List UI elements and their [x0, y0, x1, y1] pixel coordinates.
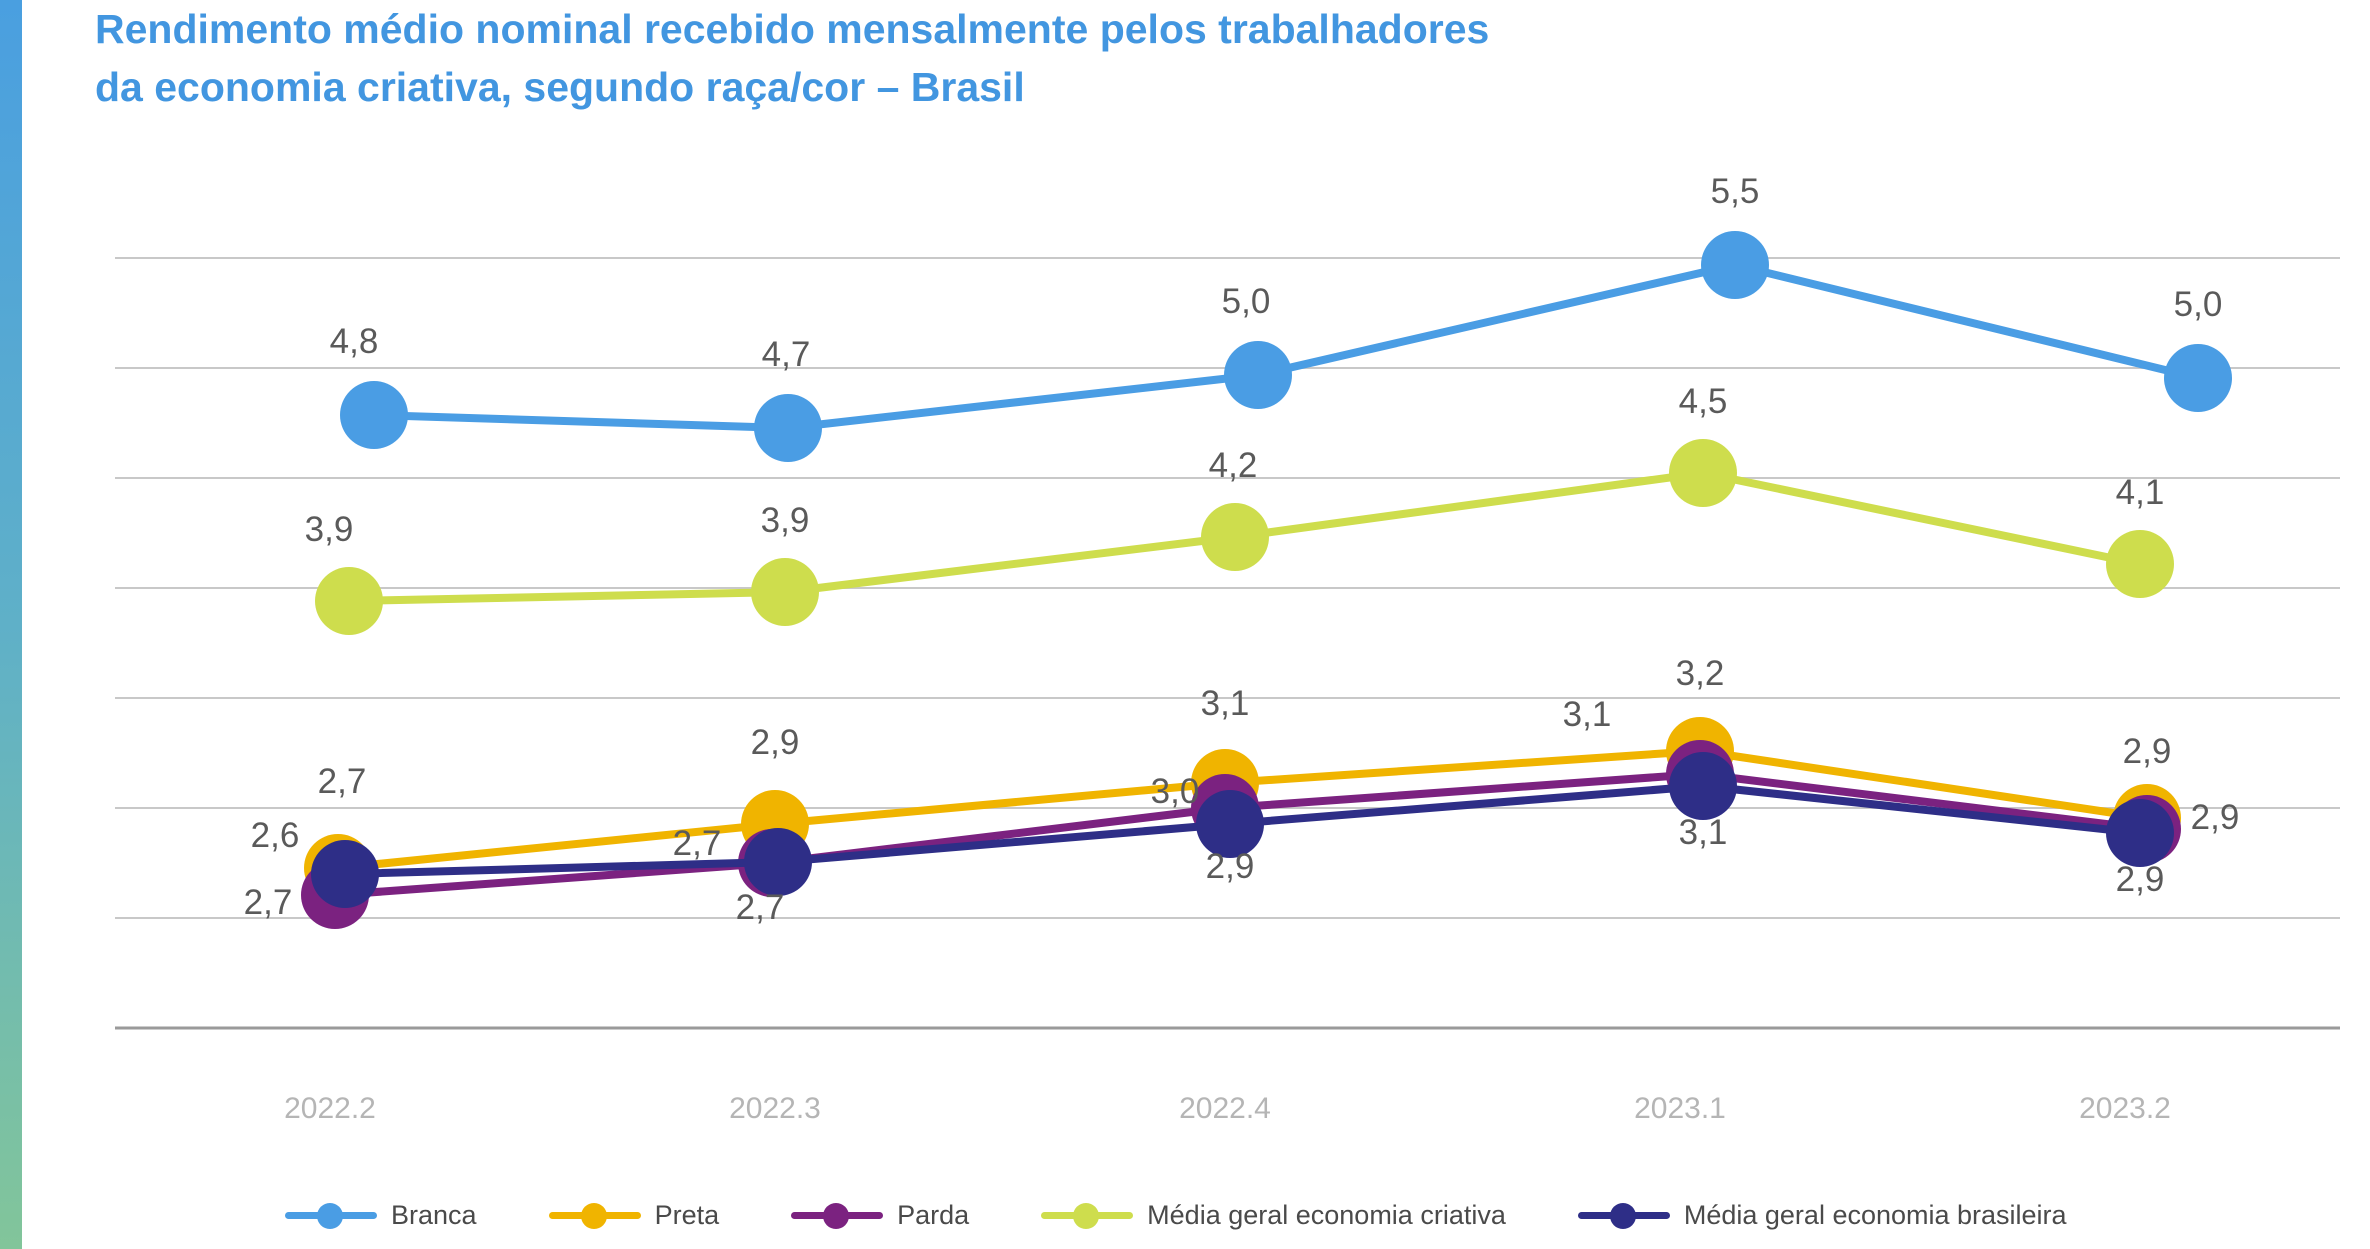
side-accent-bar	[0, 0, 22, 1249]
legend-label: Média geral economia brasileira	[1683, 1199, 2067, 1230]
data-label: 2,7	[673, 824, 722, 863]
data-label: 3,1	[1563, 695, 1612, 734]
data-point	[2106, 799, 2174, 867]
data-point	[2106, 530, 2174, 598]
data-label: 2,9	[1206, 847, 1255, 886]
data-point	[1196, 790, 1264, 858]
chart-title: Rendimento médio nominal recebido mensal…	[95, 0, 1995, 116]
data-label: 2,9	[2191, 798, 2240, 837]
data-label: 2,6	[251, 816, 300, 855]
data-label: 5,5	[1711, 172, 1760, 211]
data-point	[754, 394, 822, 462]
series-m-dia-geral-economia-brasileira: 2,7 2,7 2,9 3,1 2,9	[244, 752, 2174, 927]
legend-item: Média geral economia criativa	[1041, 1200, 1506, 1231]
legend-label: Branca	[391, 1199, 477, 1230]
x-axis-ticks: 2022.2 2022.3 2022.4 2023.1 2023.2	[284, 1092, 2171, 1125]
data-point	[2164, 344, 2232, 412]
data-point	[315, 567, 383, 635]
data-label: 2,9	[751, 723, 800, 762]
data-point	[744, 828, 812, 896]
data-label: 3,1	[1679, 813, 1728, 852]
legend-swatch	[1577, 1203, 1670, 1229]
series-m-dia-geral-economia-criativa: 3,9 3,9 4,2 4,5 4,1	[305, 382, 2174, 635]
series-branca: 4,8 4,7 5,0 5,5 5,0	[330, 172, 2232, 462]
chart-title-line-2: da economia criativa, segundo raça/cor –…	[95, 64, 1025, 110]
legend-item: Parda	[791, 1200, 969, 1231]
data-label: 5,0	[1222, 282, 1271, 321]
x-tick-label: 2023.1	[1634, 1092, 1726, 1125]
data-label: 2,7	[736, 888, 785, 927]
data-point	[1701, 231, 1769, 299]
chart-title-line-1: Rendimento médio nominal recebido mensal…	[95, 6, 1490, 52]
data-label: 4,2	[1209, 446, 1258, 485]
legend-swatch	[1041, 1203, 1134, 1229]
data-label: 4,7	[762, 335, 811, 374]
data-point	[1224, 341, 1292, 409]
data-label: 3,1	[1201, 684, 1250, 723]
data-label: 3,2	[1676, 654, 1725, 693]
data-label: 4,8	[330, 322, 379, 361]
chart-legend: Branca Preta Parda Média geral economia cri…	[285, 1195, 2067, 1235]
data-label: 2,9	[2116, 860, 2165, 899]
data-label: 4,1	[2116, 473, 2165, 512]
series-line	[370, 261, 2202, 432]
data-label: 2,7	[318, 762, 367, 801]
data-point	[340, 381, 408, 449]
data-label: 3,0	[1151, 772, 1200, 811]
legend-swatch	[548, 1203, 641, 1229]
data-label: 3,9	[761, 501, 810, 540]
data-label: 2,7	[244, 883, 293, 922]
x-tick-label: 2022.3	[729, 1092, 821, 1125]
x-tick-label: 2023.2	[2079, 1092, 2171, 1125]
data-point	[1669, 439, 1737, 507]
legend-swatch	[285, 1203, 377, 1229]
x-tick-label: 2022.2	[284, 1092, 376, 1125]
legend-item: Branca	[285, 1200, 477, 1231]
legend-label: Parda	[897, 1199, 970, 1230]
data-point	[1669, 752, 1737, 820]
data-label: 4,5	[1679, 382, 1728, 421]
data-label: 5,0	[2174, 285, 2223, 324]
legend-item: Preta	[548, 1199, 720, 1231]
legend-label: Média geral economia criativa	[1147, 1199, 1506, 1230]
data-label: 2,9	[2123, 732, 2172, 771]
legend-item: Média geral economia brasileira	[1577, 1199, 2067, 1231]
data-label: 3,9	[305, 510, 354, 549]
legend-label: Preta	[654, 1199, 720, 1230]
legend-swatch	[791, 1203, 884, 1229]
x-tick-label: 2022.4	[1179, 1092, 1271, 1125]
data-point	[311, 840, 379, 908]
data-point	[751, 558, 819, 626]
data-point	[1201, 503, 1269, 571]
